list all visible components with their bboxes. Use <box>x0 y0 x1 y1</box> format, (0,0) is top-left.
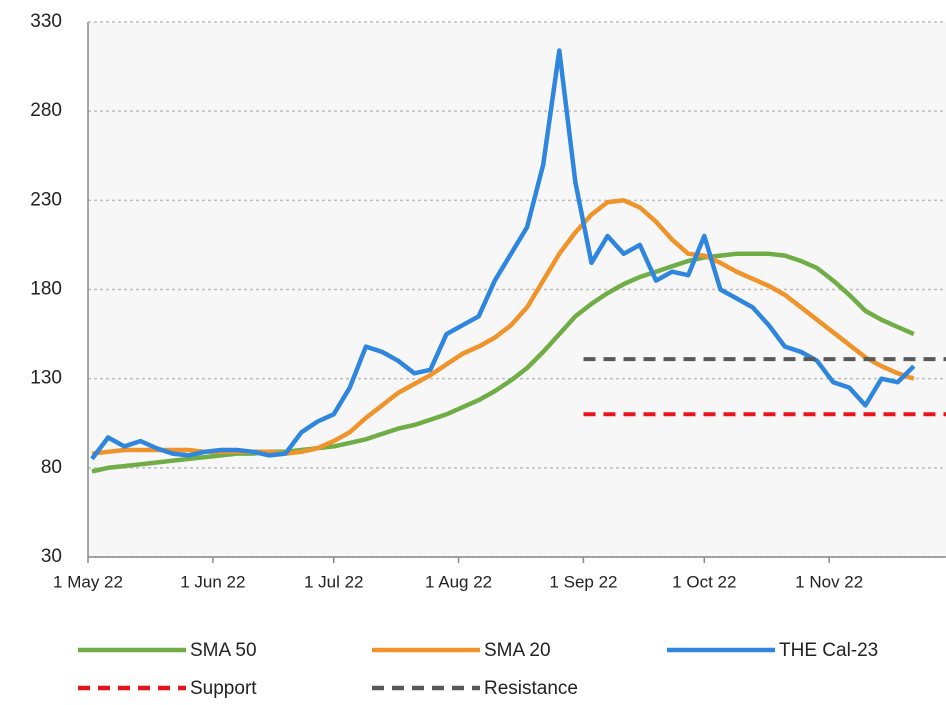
x-tick-label: 1 Nov 22 <box>795 572 863 591</box>
x-tick-label: 1 Sep 22 <box>549 572 617 591</box>
y-tick-label: 30 <box>41 546 62 567</box>
x-tick-label: 1 May 22 <box>53 572 123 591</box>
series-line <box>90 48 916 461</box>
legend-label: THE Cal-23 <box>779 640 878 661</box>
legend-label: SMA 20 <box>484 640 551 661</box>
y-tick-label: 230 <box>30 189 62 210</box>
x-tick-label: 1 Aug 22 <box>425 572 492 591</box>
legend-label: Support <box>190 678 257 699</box>
y-tick-label: 330 <box>30 11 62 32</box>
x-tick-label: 1 Jul 22 <box>304 572 364 591</box>
legend-label: Resistance <box>484 678 578 699</box>
y-tick-label: 180 <box>30 279 62 300</box>
legend-label: SMA 50 <box>190 640 257 661</box>
y-tick-label: 80 <box>41 457 62 478</box>
x-tick-label: 1 Jun 22 <box>180 572 245 591</box>
y-tick-label: 280 <box>30 100 62 121</box>
y-tick-label: 130 <box>30 368 62 389</box>
x-tick-label: 1 Oct 22 <box>672 572 736 591</box>
series-line <box>91 251 915 474</box>
